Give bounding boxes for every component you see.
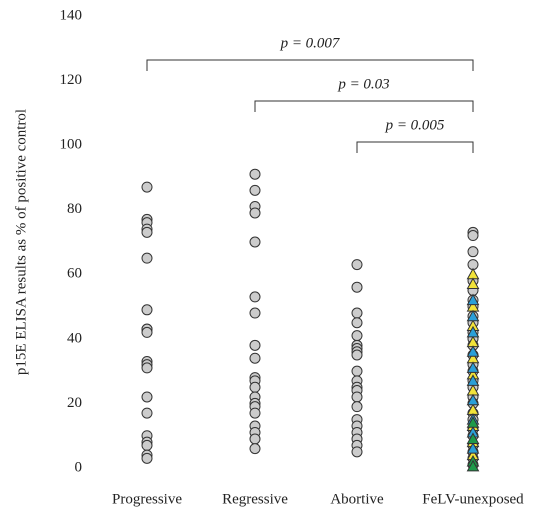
triangle-point bbox=[466, 293, 480, 306]
data-point bbox=[351, 401, 363, 413]
data-point bbox=[467, 246, 479, 258]
data-point bbox=[351, 317, 363, 329]
y-tick-label: 60 bbox=[67, 266, 82, 282]
data-point bbox=[141, 452, 153, 464]
y-tick-label: 80 bbox=[67, 201, 82, 217]
data-point bbox=[351, 330, 363, 342]
triangle-point bbox=[466, 374, 480, 386]
triangle-point bbox=[466, 277, 480, 289]
y-tick-label: 20 bbox=[67, 395, 82, 411]
data-point bbox=[351, 307, 363, 319]
data-point bbox=[141, 326, 153, 338]
y-tick-label: 100 bbox=[60, 137, 83, 153]
data-point bbox=[351, 365, 363, 377]
data-point bbox=[249, 443, 261, 455]
data-point bbox=[141, 439, 153, 451]
data-point bbox=[249, 407, 261, 419]
data-point bbox=[141, 304, 153, 316]
y-tick-label: 120 bbox=[60, 72, 83, 88]
data-point bbox=[351, 259, 363, 271]
triangle-point bbox=[466, 442, 480, 454]
data-point bbox=[249, 433, 261, 445]
data-point bbox=[141, 226, 153, 238]
significance-bracket bbox=[356, 141, 474, 153]
p-value-label: p = 0.007 bbox=[280, 35, 341, 51]
triangle-point bbox=[466, 309, 480, 322]
triangle-point bbox=[466, 459, 480, 472]
p-value-label: p = 0.005 bbox=[385, 117, 445, 133]
data-point bbox=[351, 391, 363, 403]
data-point bbox=[249, 352, 261, 364]
data-point bbox=[467, 230, 479, 242]
data-point bbox=[351, 281, 363, 293]
x-tick-label: Progressive bbox=[112, 491, 182, 507]
data-point bbox=[351, 446, 363, 458]
x-tick-label: Regressive bbox=[222, 491, 288, 507]
data-point bbox=[249, 236, 261, 248]
data-point bbox=[351, 349, 363, 361]
x-tick-label: FeLV-unexposed bbox=[422, 491, 524, 507]
data-point bbox=[141, 252, 153, 264]
y-axis-label: p15E ELISA results as % of positive cont… bbox=[13, 109, 29, 375]
x-tick-label: Abortive bbox=[330, 491, 384, 507]
data-point bbox=[141, 181, 153, 193]
y-tick-label: 0 bbox=[75, 459, 83, 475]
data-point bbox=[249, 207, 261, 219]
triangle-point bbox=[466, 325, 480, 338]
data-point bbox=[249, 168, 261, 180]
significance-bracket bbox=[254, 100, 474, 112]
triangle-point bbox=[466, 416, 480, 428]
triangle-point bbox=[466, 267, 480, 280]
y-tick-label: 40 bbox=[67, 330, 82, 346]
data-point bbox=[141, 391, 153, 403]
triangle-point bbox=[466, 432, 480, 444]
data-point bbox=[249, 339, 261, 351]
triangle-point bbox=[466, 345, 480, 357]
data-point bbox=[249, 184, 261, 196]
data-point bbox=[249, 307, 261, 319]
p-value-label: p = 0.03 bbox=[337, 76, 389, 92]
triangle-point bbox=[466, 361, 480, 373]
triangle-point bbox=[466, 393, 480, 406]
data-point bbox=[249, 381, 261, 393]
data-point bbox=[141, 407, 153, 419]
data-point bbox=[249, 291, 261, 303]
y-tick-label: 140 bbox=[60, 7, 83, 23]
significance-bracket bbox=[146, 59, 474, 71]
data-point bbox=[141, 362, 153, 374]
